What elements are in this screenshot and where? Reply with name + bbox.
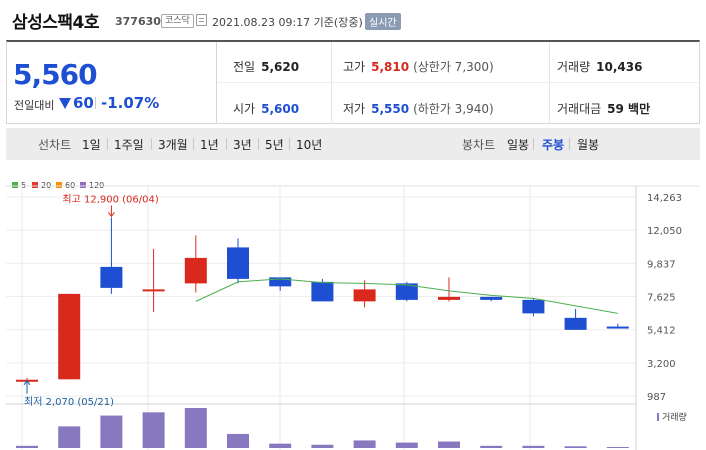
volume-bar (395, 442, 418, 448)
divider (331, 42, 332, 124)
divider (95, 97, 96, 109)
volume-legend: 거래량 (657, 410, 687, 423)
period-3m[interactable]: 3개월 (158, 138, 188, 152)
stat-prev-close: 전일 5,620 (233, 60, 300, 74)
y-tick-label: 5,412 (647, 326, 676, 337)
y-tick-label: 987 (647, 392, 666, 403)
period-1y[interactable]: 1년 (200, 138, 219, 152)
period-1w[interactable]: 1주일 (114, 138, 144, 152)
annotations: 최고 12,900 (06/04) 최저 2,070 (05/21) (23, 193, 159, 408)
volume-bar (184, 408, 207, 448)
change-percent: -1.07% (101, 94, 160, 112)
stock-header: 삼성스팩4호 377630 코스닥 2021.08.23 09:17 기준(장중… (0, 0, 706, 40)
change-label: 전일대비 (14, 99, 55, 112)
candle-body (522, 299, 545, 314)
period-10y[interactable]: 10년 (296, 138, 323, 152)
volume-bar (480, 445, 503, 448)
timestamp: 2021.08.23 09:17 기준(장중) (212, 16, 363, 29)
stat-open: 시가 5,600 (233, 102, 300, 116)
volume-bar (269, 443, 292, 448)
volume-bars (16, 408, 629, 448)
y-tick-label: 14,263 (647, 193, 682, 204)
period-5y[interactable]: 5년 (265, 138, 284, 152)
volume-bar (100, 415, 123, 448)
document-icon (196, 14, 207, 26)
volume-bar (438, 441, 460, 448)
candle-body (184, 257, 207, 284)
high-arrow-head (108, 212, 115, 218)
period-weekly[interactable]: 주봉 (542, 138, 565, 152)
period-daily[interactable]: 일봉 (507, 138, 530, 152)
y-tick-label: 9,837 (647, 259, 676, 270)
current-price-box: 5,560 전일대비 60 -1.07% (7, 42, 217, 124)
volume-bar (311, 444, 334, 448)
candles (16, 217, 629, 382)
candle-body (480, 296, 503, 300)
change-amount: 60 (73, 94, 94, 112)
stat-high: 고가 5,810 (상한가 7,300) (343, 60, 494, 74)
stat-trade-value: 거래대금 59 백만 (557, 102, 651, 116)
divider (217, 82, 701, 83)
down-arrow-icon (59, 98, 71, 109)
candle-body (100, 266, 123, 288)
moving-average (195, 278, 618, 314)
candle-body (142, 289, 165, 292)
y-tick-label: 3,200 (647, 359, 676, 370)
ma5-line (195, 278, 618, 314)
candle-body (227, 247, 249, 279)
volume-bar (142, 412, 165, 448)
candle-body (564, 317, 587, 330)
volume-bar (16, 445, 38, 448)
stock-name: 삼성스팩4호 (12, 13, 100, 33)
chart-grid (6, 185, 700, 450)
line-chart-label: 선차트 (38, 138, 72, 152)
candle-body (395, 283, 418, 300)
candle-body (438, 296, 460, 300)
divider (549, 42, 550, 124)
period-monthly[interactable]: 월봉 (577, 138, 600, 152)
price-summary: 5,560 전일대비 60 -1.07% 전일 5,620 고가 5,810 (상한가… (6, 40, 701, 124)
y-axis-ticks: 14,263 12,050 9,837 7,625 5,412 3,200 987 (647, 193, 682, 403)
volume-bar (606, 447, 629, 448)
candle-body (269, 277, 292, 287)
period-selector: 선차트 1일 1주일 3개월 1년 3년 5년 10년 봉차트 일봉 주봉 월봉 (6, 128, 700, 160)
current-price: 5,560 (13, 58, 98, 91)
volume-bar (58, 426, 81, 448)
period-3y[interactable]: 3년 (233, 138, 252, 152)
stat-volume: 거래량 10,436 (557, 60, 643, 74)
period-1d[interactable]: 1일 (82, 138, 101, 152)
candle-chart-label: 봉차트 (462, 138, 496, 152)
volume-bar (564, 446, 587, 448)
high-annotation: 최고 12,900 (06/04) (62, 193, 158, 205)
candle-body (606, 326, 629, 329)
candle-body (353, 289, 376, 302)
market-badge: 코스닥 (161, 14, 194, 28)
realtime-button[interactable]: 실시간 (365, 13, 401, 30)
stat-low: 저가 5,550 (하한가 3,940) (343, 102, 494, 116)
stock-code: 377630 (115, 15, 161, 28)
candlestick-chart[interactable]: 14,263 12,050 9,837 7,625 5,412 3,200 987 최고 1… (0, 160, 706, 450)
low-arrow-head (23, 379, 31, 386)
low-annotation: 최저 2,070 (05/21) (24, 396, 114, 408)
volume-bar (522, 445, 545, 448)
y-tick-label: 12,050 (647, 226, 682, 237)
y-tick-label: 7,625 (647, 293, 676, 304)
candle-body (311, 281, 334, 302)
candle-body (58, 293, 81, 380)
volume-bar (227, 433, 249, 448)
volume-bar (353, 440, 376, 448)
